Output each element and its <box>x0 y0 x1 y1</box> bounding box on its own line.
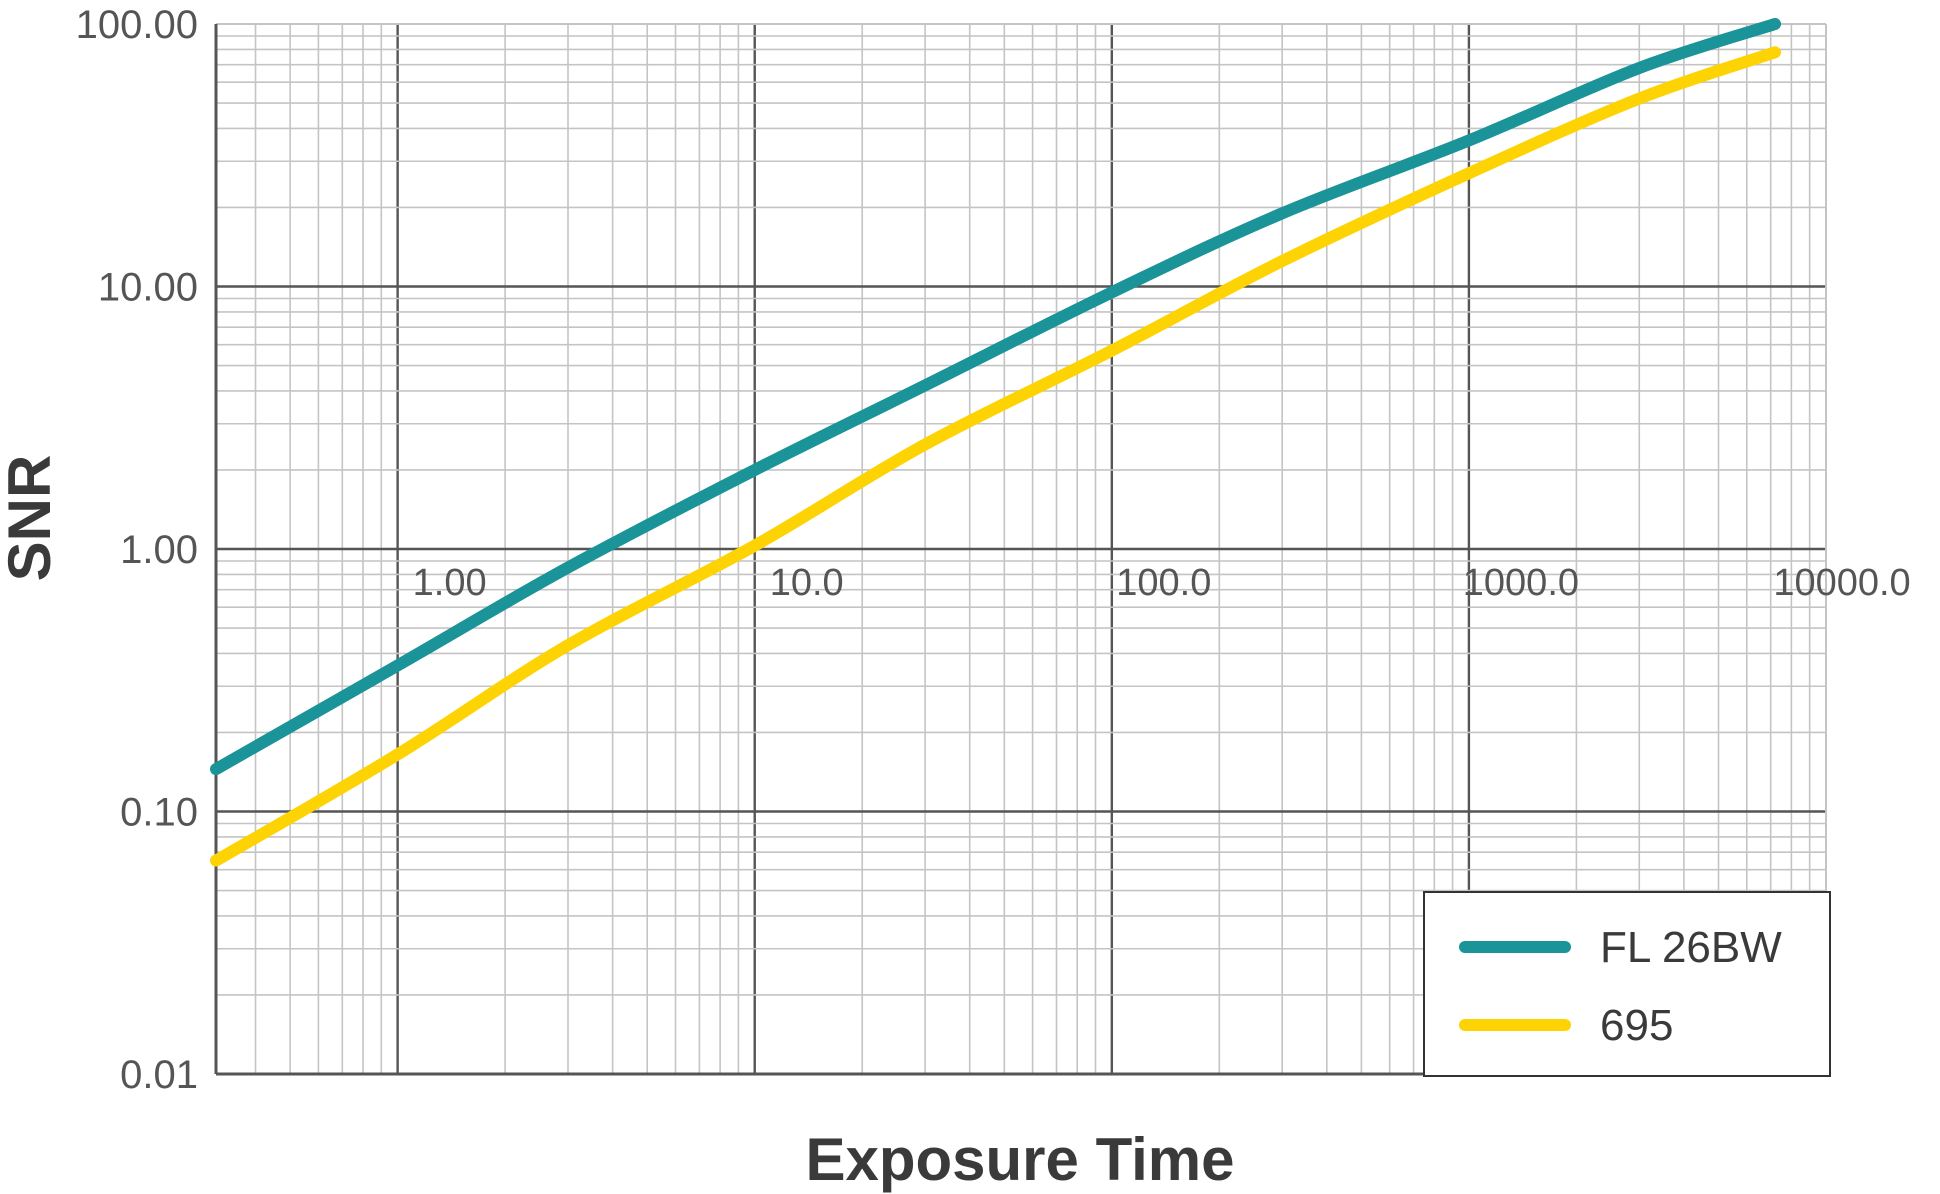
x-axis-ticks: 1.00 10.0 100.0 1000.0 10000.0 <box>413 562 1911 604</box>
y-tick-label: 100.00 <box>76 3 198 47</box>
x-tick-label: 10.0 <box>770 562 844 604</box>
legend: FL 26BW 695 <box>1423 891 1831 1077</box>
y-tick-label: 0.01 <box>120 1053 198 1097</box>
x-tick-label: 10000.0 <box>1773 562 1910 604</box>
y-tick-label: 1.00 <box>120 528 198 572</box>
y-tick-label: 10.00 <box>98 266 198 310</box>
y-axis-ticks: 0.01 0.10 1.00 10.00 100.00 <box>76 3 198 1097</box>
y-tick-label: 0.10 <box>120 791 198 835</box>
series-lines <box>210 18 1782 867</box>
series-line-fl-26bw <box>210 18 1782 776</box>
x-axis-title: Exposure Time <box>805 1126 1234 1193</box>
x-tick-label: 1000.0 <box>1463 562 1579 604</box>
legend-label-695: 695 <box>1600 1001 1673 1050</box>
x-tick-label: 1.00 <box>413 562 487 604</box>
legend-box <box>1423 891 1831 1077</box>
x-tick-label: 100.0 <box>1116 562 1211 604</box>
legend-label-fl-26bw: FL 26BW <box>1600 923 1782 972</box>
y-axis-title: SNR <box>0 455 63 582</box>
series-line-695 <box>210 46 1782 867</box>
